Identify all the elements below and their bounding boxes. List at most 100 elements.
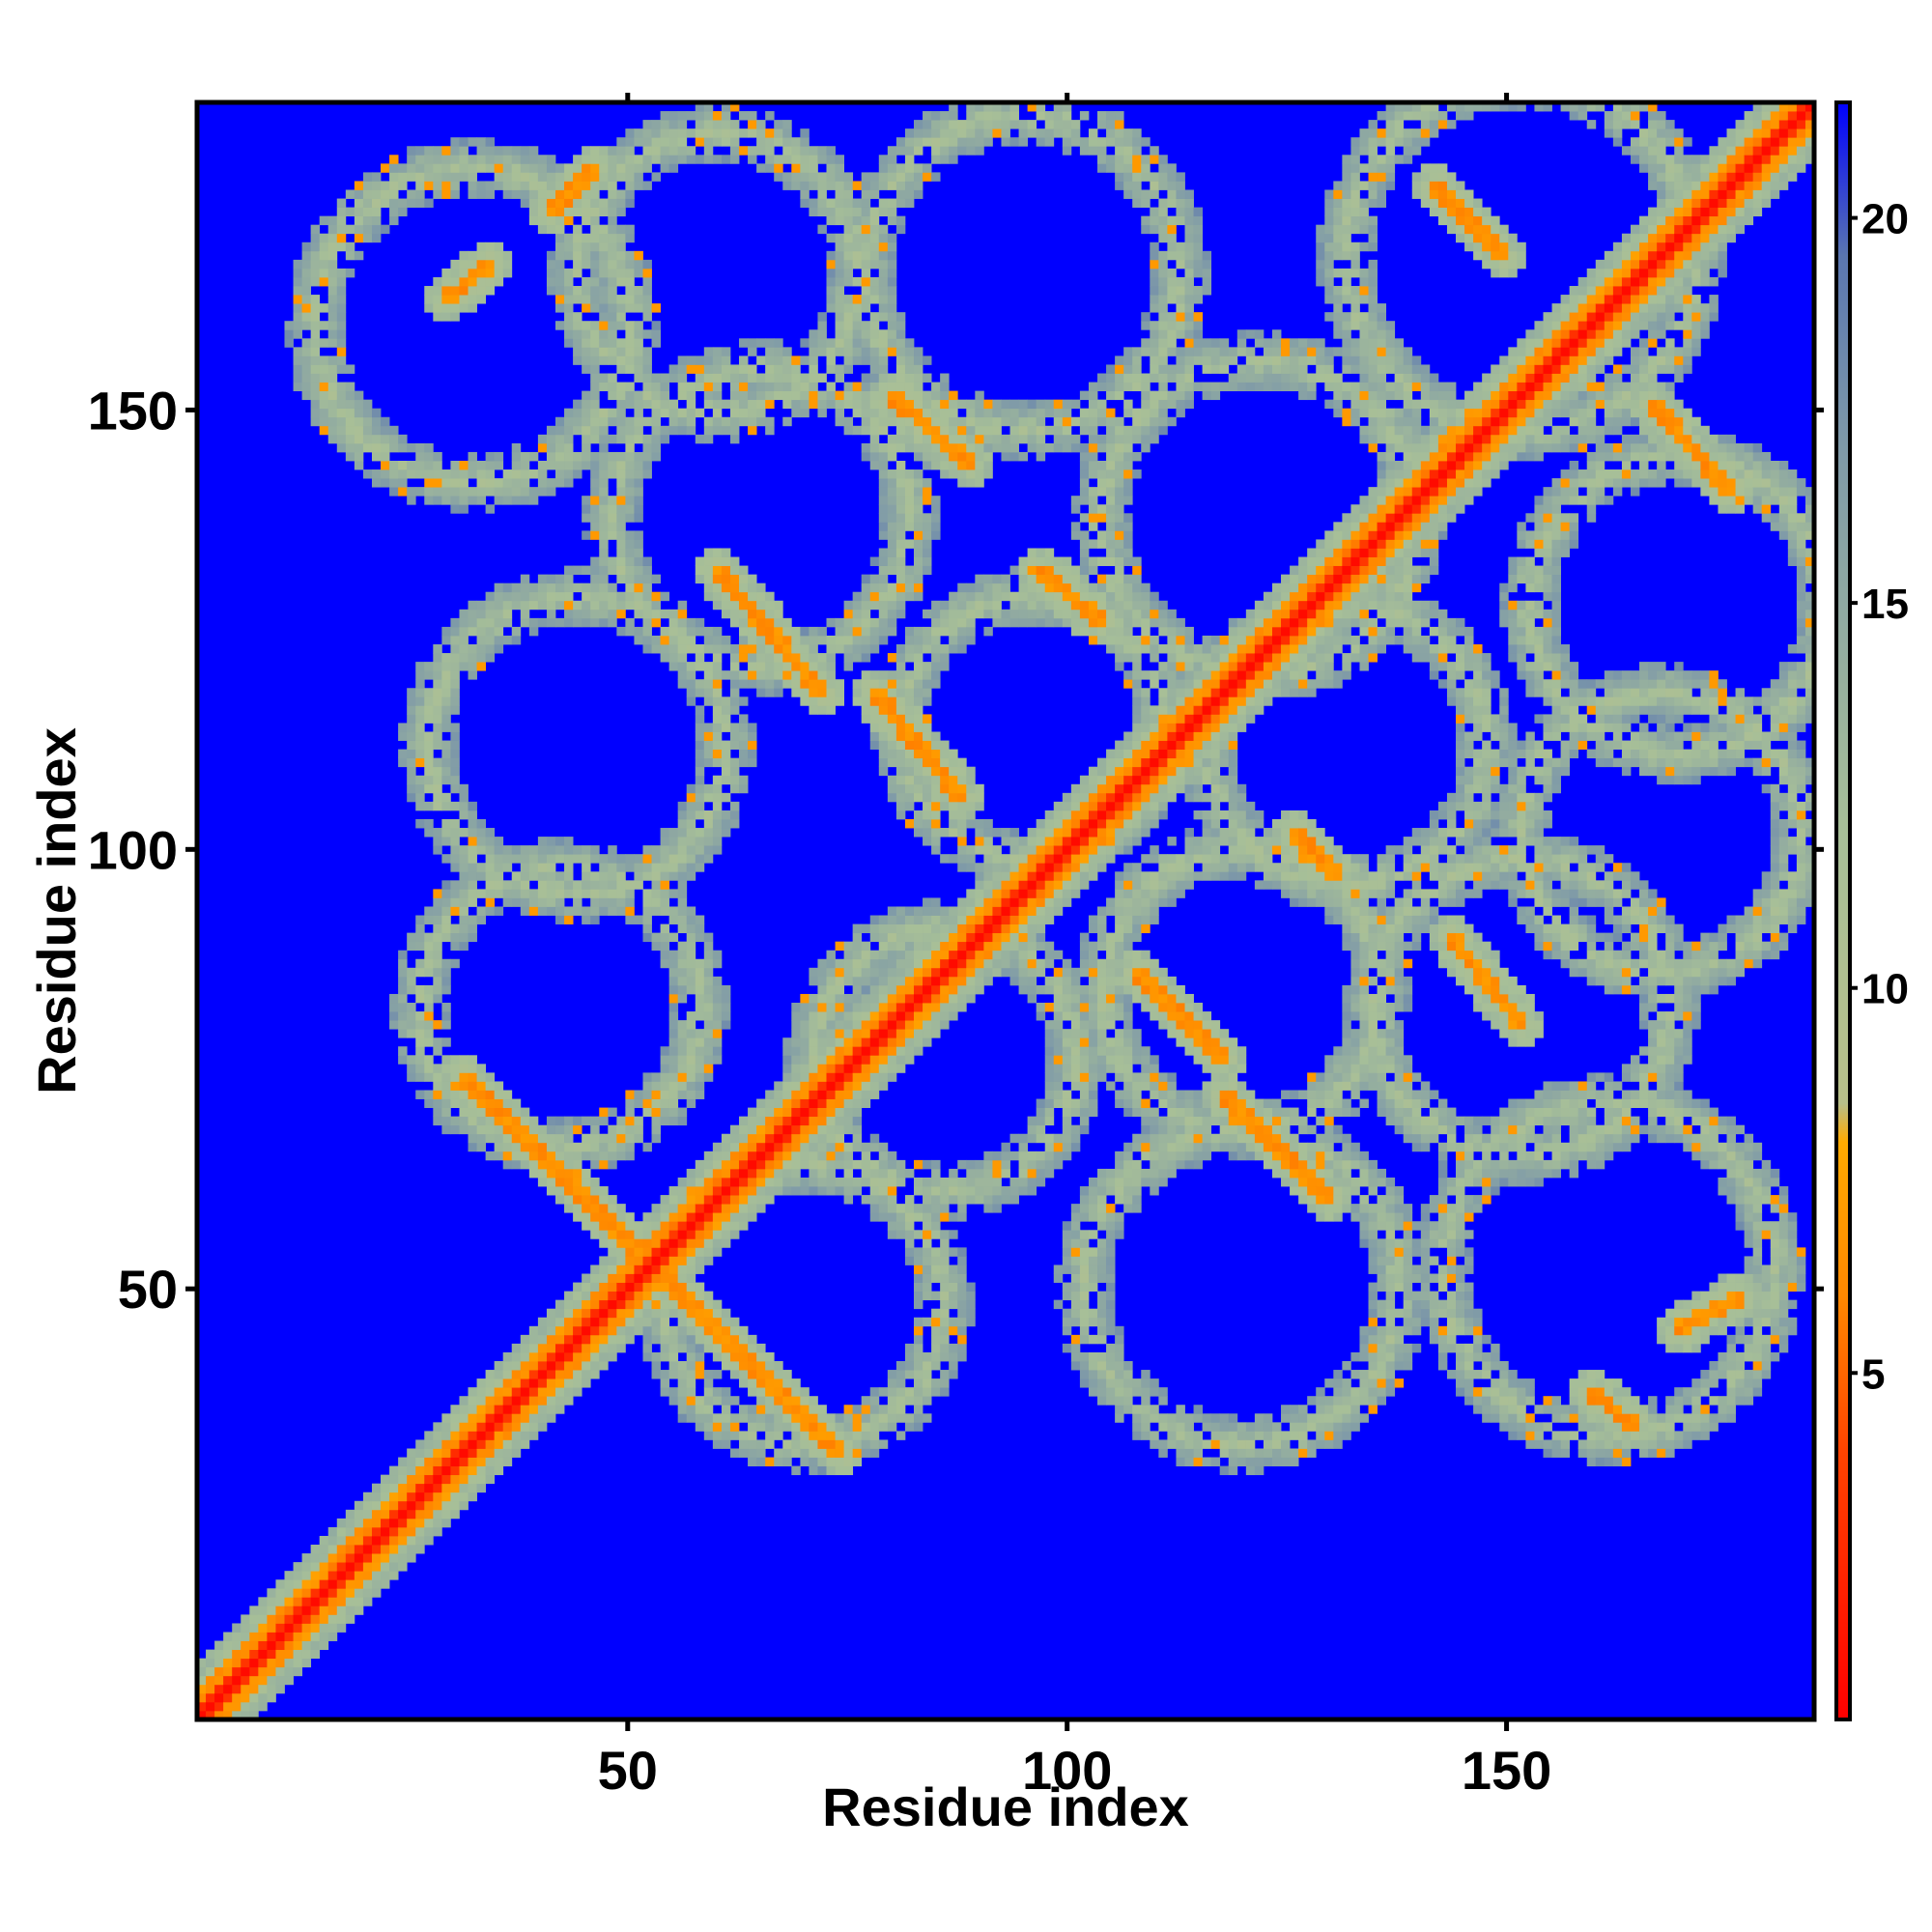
heatmap-cell <box>869 434 880 444</box>
heatmap-cell <box>765 679 775 689</box>
heatmap-cell <box>310 268 321 278</box>
heatmap-cell <box>712 670 723 680</box>
heatmap-cell <box>520 845 530 855</box>
heatmap-cell <box>940 967 950 978</box>
heatmap-cell <box>739 1177 749 1187</box>
heatmap-cell <box>485 487 496 497</box>
heatmap-cell <box>904 146 915 156</box>
heatmap-cell <box>459 259 469 270</box>
heatmap-cell <box>703 1317 714 1327</box>
heatmap-cell <box>651 932 661 943</box>
heatmap-cell <box>852 617 863 628</box>
heatmap-cell <box>494 181 504 190</box>
heatmap-cell <box>729 617 740 628</box>
heatmap-cell <box>729 146 740 156</box>
heatmap-cell <box>748 644 757 654</box>
heatmap-cell <box>354 198 364 208</box>
heatmap-cell <box>835 1133 844 1144</box>
heatmap-cell <box>765 355 775 365</box>
heatmap-cell <box>835 259 844 270</box>
heatmap-cell <box>668 976 679 986</box>
heatmap-cell <box>923 644 932 654</box>
heatmap-cell <box>267 1632 276 1641</box>
heatmap-cell <box>703 1159 714 1170</box>
heatmap-cell <box>668 1037 679 1047</box>
heatmap-cell <box>668 128 679 138</box>
heatmap-cell <box>660 1273 670 1283</box>
heatmap-cell <box>582 189 591 199</box>
heatmap-cell <box>923 932 932 943</box>
heatmap-cell <box>913 967 923 978</box>
heatmap-cell <box>651 941 661 952</box>
heatmap-cell <box>677 1212 688 1222</box>
heatmap-cell <box>450 1500 460 1511</box>
heatmap-cell <box>494 1448 504 1458</box>
heatmap-cell <box>904 1370 915 1379</box>
heatmap-cell <box>634 390 643 401</box>
heatmap-cell <box>931 993 941 1004</box>
heatmap-cell <box>642 276 652 287</box>
heatmap-cell <box>511 1439 522 1449</box>
heatmap-cell <box>407 1483 416 1493</box>
heatmap-cell <box>887 600 897 611</box>
heatmap-cell <box>887 556 897 566</box>
heatmap-cell <box>293 1623 302 1633</box>
heatmap-cell <box>590 1230 600 1239</box>
heatmap-cell <box>459 923 469 934</box>
heatmap-cell <box>485 504 496 514</box>
heatmap-cell <box>729 818 740 829</box>
heatmap-cell <box>642 355 652 365</box>
heatmap-cell <box>354 1553 364 1563</box>
heatmap-cell <box>852 932 863 943</box>
heatmap-cell <box>651 120 661 129</box>
heatmap-cell <box>258 1658 268 1668</box>
heatmap-cell <box>895 198 906 208</box>
heatmap-cell <box>913 556 923 566</box>
heatmap-cell <box>267 1597 276 1606</box>
heatmap-cell <box>625 1325 635 1336</box>
heatmap-cell <box>564 207 574 217</box>
heatmap-cell <box>468 1142 477 1152</box>
heatmap-cell <box>415 757 425 768</box>
heatmap-cell <box>800 1098 810 1108</box>
heatmap-cell <box>800 1020 810 1030</box>
heatmap-cell <box>362 1553 373 1563</box>
heatmap-cell <box>327 338 338 348</box>
heatmap-cell <box>923 984 932 995</box>
heatmap-cell <box>695 1081 705 1091</box>
heatmap-cell <box>809 1124 818 1135</box>
heatmap-cell <box>668 1370 679 1379</box>
heatmap-cell <box>904 976 915 986</box>
heatmap-cell <box>616 880 626 890</box>
heatmap-cell <box>739 390 749 401</box>
heatmap-cell <box>703 1370 714 1379</box>
heatmap-cell <box>284 1658 294 1668</box>
heatmap-cell <box>599 1159 609 1170</box>
heatmap-cell <box>869 600 880 611</box>
heatmap-cell <box>887 626 897 637</box>
heatmap-cell <box>861 688 871 697</box>
heatmap-cell <box>651 1221 661 1231</box>
heatmap-cell <box>887 1064 897 1073</box>
heatmap-cell <box>459 871 469 881</box>
heatmap-cell <box>319 1553 329 1563</box>
heatmap-cell <box>826 1029 836 1038</box>
heatmap-cell <box>869 347 880 356</box>
heatmap-cell <box>415 783 425 794</box>
heatmap-cell <box>703 416 714 427</box>
heatmap-cell <box>441 172 451 182</box>
heatmap-cell <box>293 276 302 287</box>
heatmap-cell <box>371 1500 382 1511</box>
heatmap-cell <box>573 1186 582 1196</box>
heatmap-cell <box>232 1675 242 1686</box>
heatmap-cell <box>398 993 408 1004</box>
heatmap-cell <box>940 749 950 759</box>
heatmap-cell <box>748 600 757 611</box>
heatmap-cell <box>398 478 408 488</box>
heatmap-cell <box>258 1692 268 1703</box>
heatmap-cell <box>966 801 976 811</box>
heatmap-cell <box>923 626 932 637</box>
heatmap-cell <box>660 1370 670 1379</box>
heatmap-cell <box>861 1422 871 1432</box>
heatmap-cell <box>608 259 617 270</box>
